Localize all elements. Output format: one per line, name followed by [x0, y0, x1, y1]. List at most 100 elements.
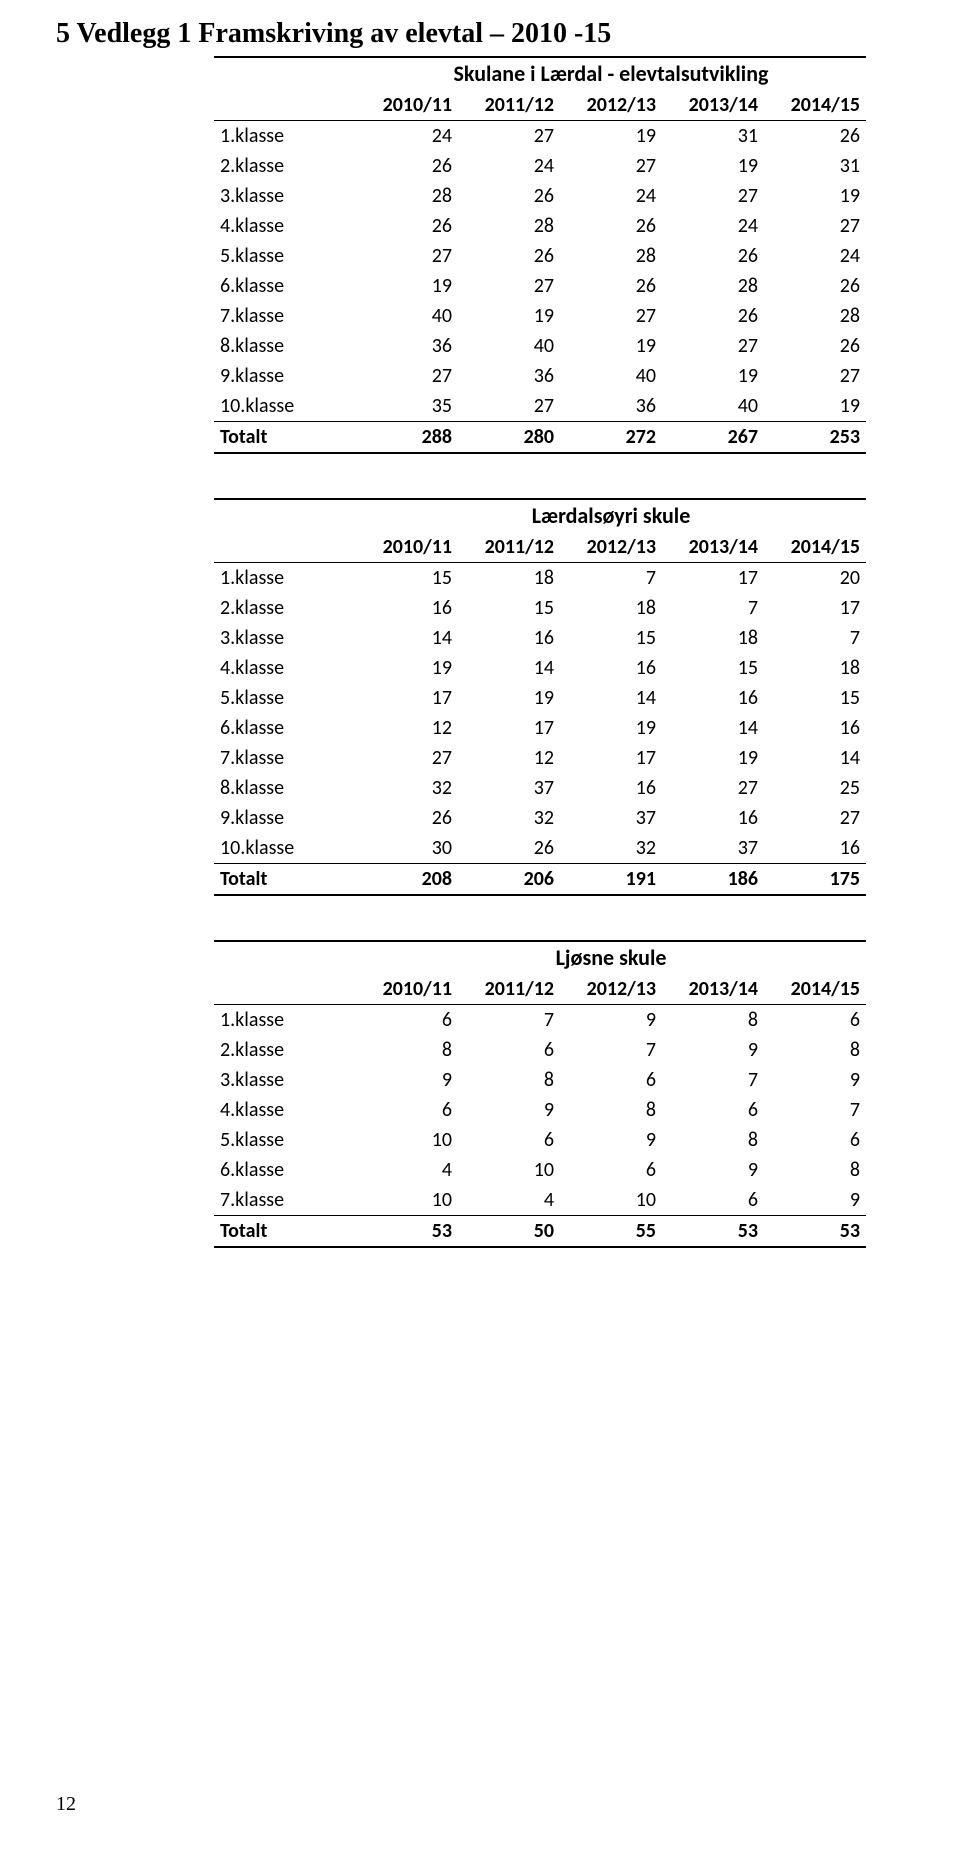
data-cell: 37 — [458, 773, 560, 803]
data-cell: 18 — [458, 563, 560, 594]
table-row: 10.klasse3527364019 — [214, 391, 866, 422]
col-header: 2012/13 — [560, 532, 662, 563]
data-cell: 26 — [356, 211, 458, 241]
data-cell: 19 — [764, 181, 866, 211]
table-laerdalsoyri: Lærdalsøyri skule 2010/11 2011/12 2012/1… — [214, 498, 904, 896]
data-cell: 18 — [764, 653, 866, 683]
data-cell: 14 — [662, 713, 764, 743]
table-row: 3.klasse2826242719 — [214, 181, 866, 211]
data-cell: 24 — [560, 181, 662, 211]
data-cell: 36 — [458, 361, 560, 391]
data-cell: 8 — [662, 1125, 764, 1155]
table-row: 6.klasse1927262826 — [214, 271, 866, 301]
total-cell: 53 — [764, 1216, 866, 1248]
data-cell: 25 — [764, 773, 866, 803]
data-cell: 19 — [560, 121, 662, 152]
data-cell: 27 — [560, 151, 662, 181]
data-cell: 26 — [560, 271, 662, 301]
table-row: 6.klasse410698 — [214, 1155, 866, 1185]
row-label: 6.klasse — [214, 271, 356, 301]
data-cell: 35 — [356, 391, 458, 422]
total-cell: 206 — [458, 864, 560, 896]
data-cell: 14 — [560, 683, 662, 713]
data-cell: 16 — [662, 683, 764, 713]
data-cell: 8 — [764, 1035, 866, 1065]
data-cell: 12 — [458, 743, 560, 773]
data-cell: 27 — [662, 773, 764, 803]
data-cell: 6 — [560, 1065, 662, 1095]
data-cell: 24 — [764, 241, 866, 271]
data-cell: 36 — [356, 331, 458, 361]
col-header: 2010/11 — [356, 90, 458, 121]
row-label: 7.klasse — [214, 301, 356, 331]
data-cell: 4 — [356, 1155, 458, 1185]
table-row: 3.klasse98679 — [214, 1065, 866, 1095]
total-cell: 288 — [356, 422, 458, 454]
row-label: 2.klasse — [214, 151, 356, 181]
data-cell: 26 — [662, 241, 764, 271]
col-header: 2011/12 — [458, 974, 560, 1005]
data-cell: 9 — [764, 1065, 866, 1095]
data-cell: 9 — [764, 1185, 866, 1216]
total-cell: 50 — [458, 1216, 560, 1248]
total-cell: 55 — [560, 1216, 662, 1248]
table-row: 10.klasse3026323716 — [214, 833, 866, 864]
table: Lærdalsøyri skule 2010/11 2011/12 2012/1… — [214, 498, 866, 896]
data-cell: 19 — [356, 271, 458, 301]
data-cell: 9 — [662, 1155, 764, 1185]
data-cell: 17 — [662, 563, 764, 594]
data-cell: 16 — [560, 773, 662, 803]
data-cell: 9 — [560, 1005, 662, 1036]
data-cell: 6 — [458, 1125, 560, 1155]
data-cell: 18 — [560, 593, 662, 623]
page-number: 12 — [56, 1793, 76, 1816]
total-cell: 267 — [662, 422, 764, 454]
data-cell: 19 — [662, 151, 764, 181]
data-cell: 17 — [764, 593, 866, 623]
data-cell: 6 — [356, 1095, 458, 1125]
data-cell: 27 — [764, 803, 866, 833]
table-header-row: 2010/11 2011/12 2012/13 2013/14 2014/15 — [214, 532, 866, 563]
table-title: Lærdalsøyri skule — [356, 499, 866, 532]
data-cell: 7 — [662, 1065, 764, 1095]
row-label: 3.klasse — [214, 181, 356, 211]
data-cell: 14 — [764, 743, 866, 773]
row-label: 5.klasse — [214, 241, 356, 271]
data-cell: 16 — [458, 623, 560, 653]
row-label: 9.klasse — [214, 803, 356, 833]
data-cell: 17 — [458, 713, 560, 743]
data-cell: 15 — [560, 623, 662, 653]
total-label: Totalt — [214, 422, 356, 454]
data-cell: 30 — [356, 833, 458, 864]
row-label: 6.klasse — [214, 1155, 356, 1185]
data-cell: 20 — [764, 563, 866, 594]
table-row: 2.klasse161518717 — [214, 593, 866, 623]
data-cell: 16 — [356, 593, 458, 623]
blank-cell — [214, 57, 356, 90]
data-cell: 26 — [458, 833, 560, 864]
table-header-row: 2010/11 2011/12 2012/13 2013/14 2014/15 — [214, 90, 866, 121]
data-cell: 7 — [662, 593, 764, 623]
row-label: 9.klasse — [214, 361, 356, 391]
row-label: 2.klasse — [214, 593, 356, 623]
total-cell: 53 — [356, 1216, 458, 1248]
blank-header — [214, 90, 356, 121]
data-cell: 16 — [764, 713, 866, 743]
col-header: 2014/15 — [764, 974, 866, 1005]
table-row: 9.klasse2736401927 — [214, 361, 866, 391]
col-header: 2011/12 — [458, 90, 560, 121]
data-cell: 19 — [662, 361, 764, 391]
table-total-row: Totalt 53 50 55 53 53 — [214, 1216, 866, 1248]
data-cell: 31 — [764, 151, 866, 181]
data-cell: 16 — [764, 833, 866, 864]
data-cell: 26 — [458, 181, 560, 211]
data-cell: 27 — [356, 241, 458, 271]
data-cell: 26 — [458, 241, 560, 271]
data-cell: 8 — [560, 1095, 662, 1125]
data-cell: 27 — [458, 271, 560, 301]
row-label: 4.klasse — [214, 653, 356, 683]
data-cell: 7 — [560, 1035, 662, 1065]
blank-cell — [214, 941, 356, 974]
data-cell: 10 — [356, 1185, 458, 1216]
table-row: 7.klasse2712171914 — [214, 743, 866, 773]
